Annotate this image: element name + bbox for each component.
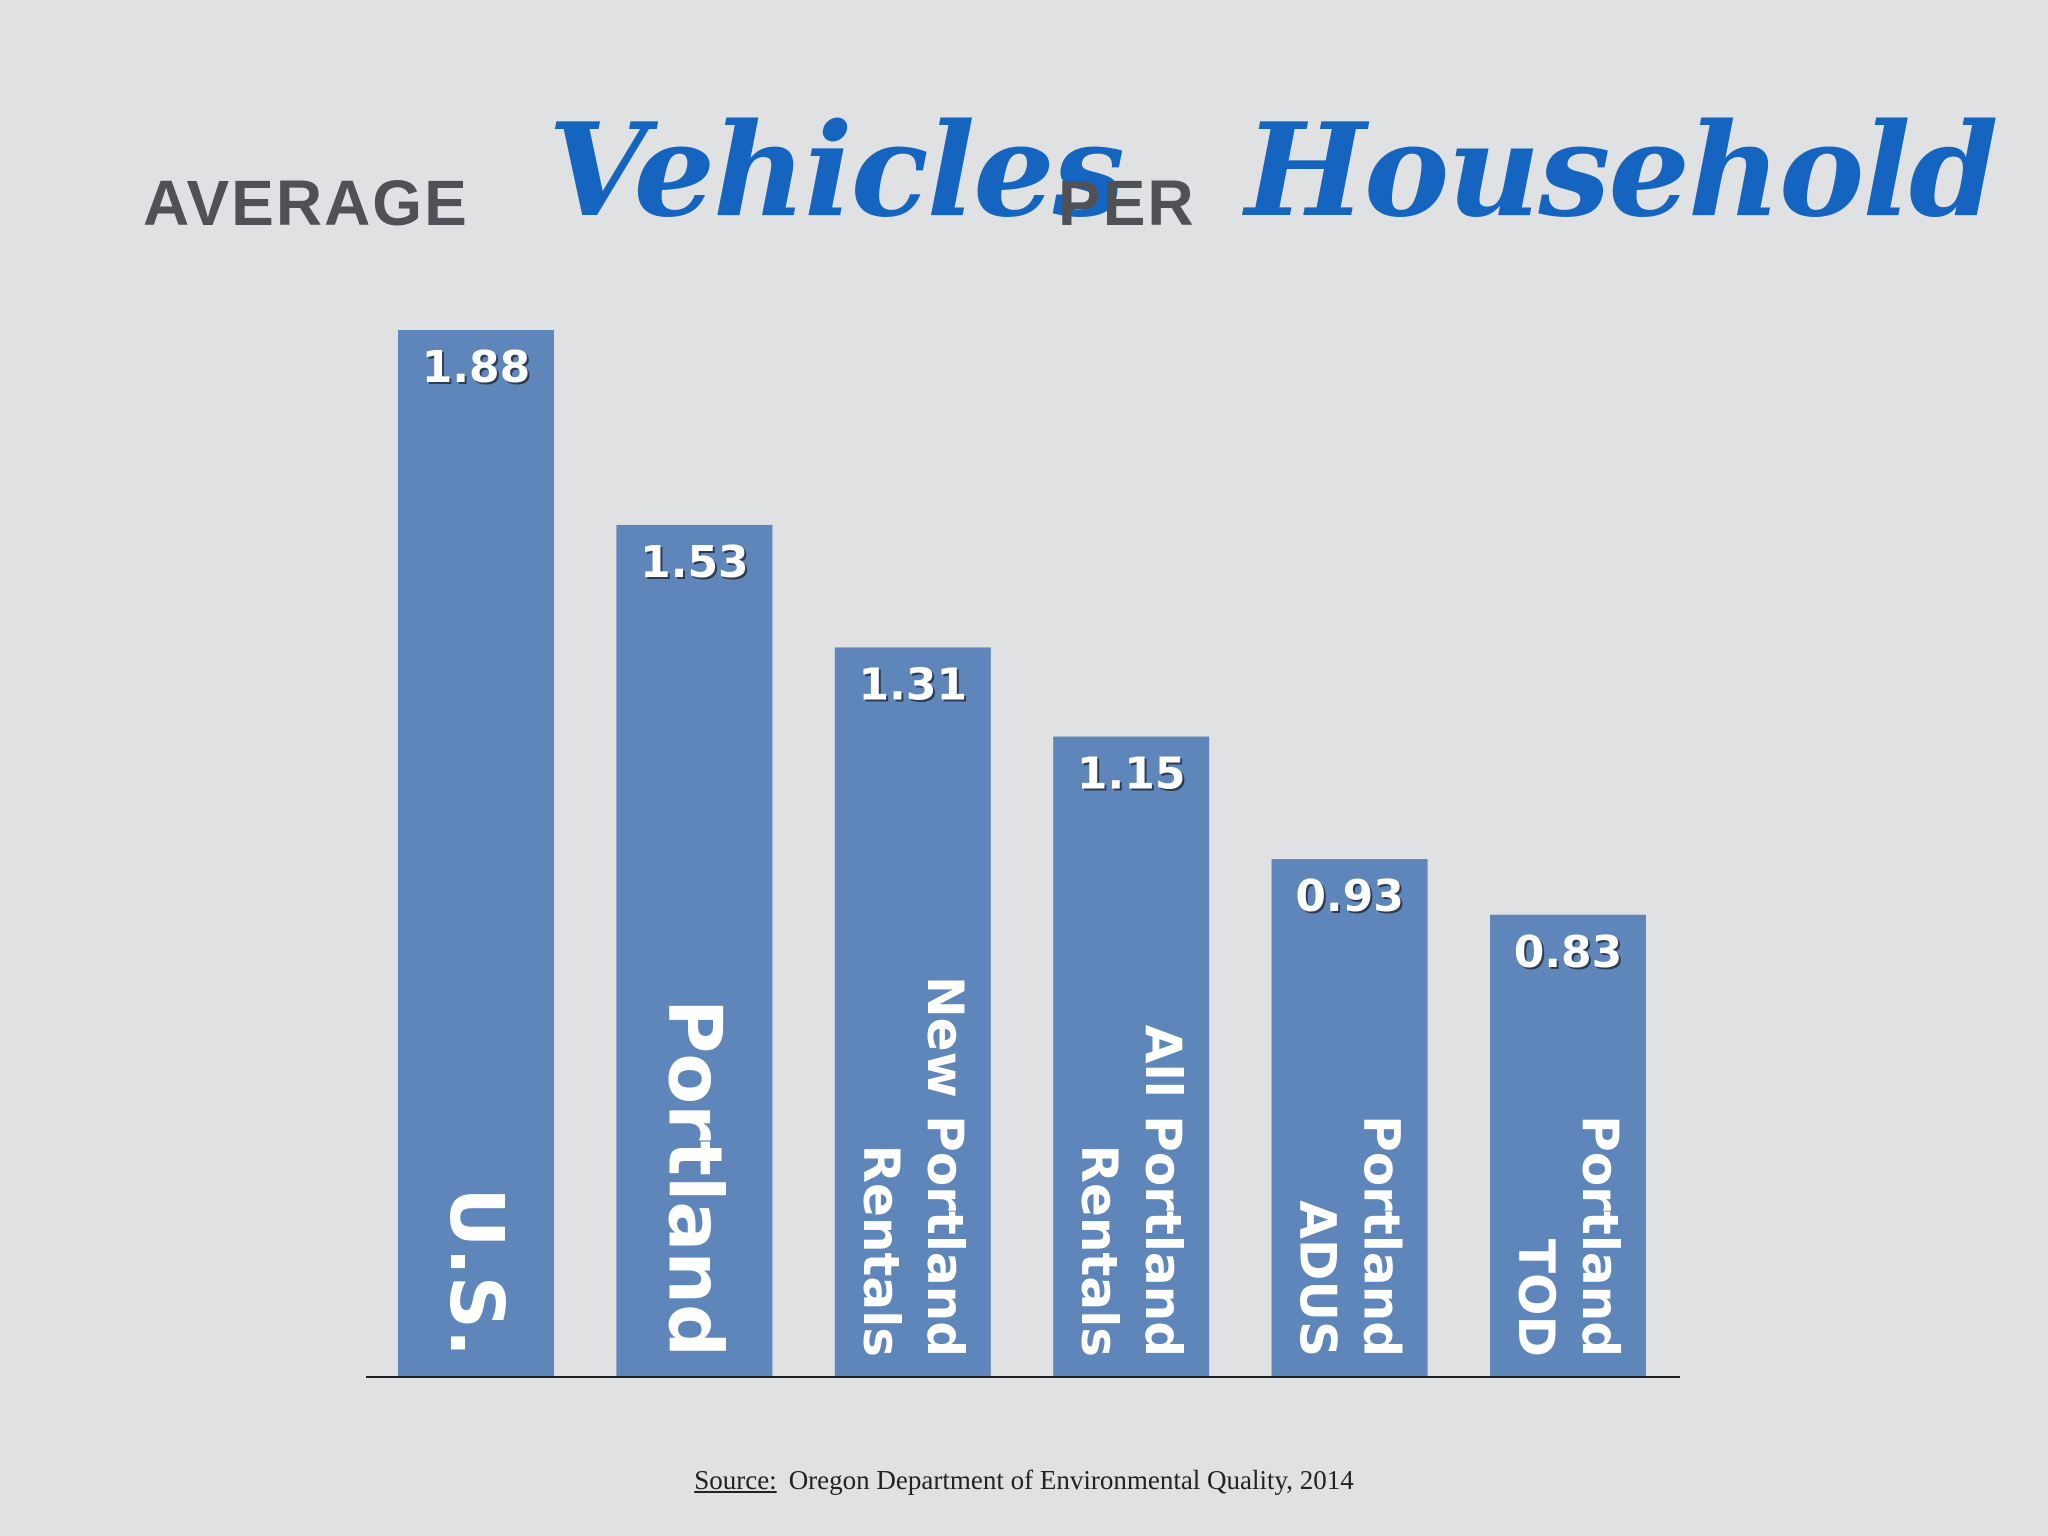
category-label: Portland (1353, 1115, 1411, 1357)
bar-value-label: 1.31 (859, 659, 968, 710)
source-text: Oregon Department of Environmental Quali… (788, 1465, 1354, 1495)
bar (1053, 736, 1210, 1377)
category-label: New Portland (916, 976, 974, 1357)
bar-value-label: 1.88 (422, 342, 531, 393)
title-word-average: AVERAGE (143, 167, 469, 239)
category-label: Rentals (1070, 1144, 1128, 1357)
bar-value-label-shadow: 1.88 (424, 344, 533, 395)
category-label: All Portland (1134, 1025, 1192, 1357)
category-label: Portland (1571, 1115, 1629, 1357)
title-word-household: Household (1245, 96, 1998, 246)
bar-value-label: 0.93 (1295, 871, 1404, 922)
category-label: Portland (651, 999, 737, 1357)
bar (398, 330, 554, 1377)
category-label: TOD (1507, 1239, 1565, 1357)
bar-value-label: 1.15 (1077, 749, 1186, 800)
title-word-per: PER (1058, 167, 1196, 239)
chart-title: AVERAGE Vehicles PER Household (0, 96, 2048, 266)
title-word-vehicles: Vehicles (548, 96, 1125, 246)
bar (1271, 859, 1428, 1377)
bar-value-label: 1.53 (640, 537, 749, 588)
bar (1490, 914, 1646, 1377)
bar-value-label-shadow: 1.15 (1079, 751, 1188, 802)
source-note: Source: Oregon Department of Environmenta… (0, 1465, 2048, 1496)
bar (834, 647, 991, 1377)
bar-value-label-shadow: 1.53 (642, 539, 751, 590)
category-label: Rentals (852, 1144, 910, 1357)
bar (616, 524, 773, 1377)
bar-value-label-shadow: 1.31 (861, 661, 970, 712)
bar-value-label-shadow: 0.93 (1297, 873, 1406, 924)
category-label: U.S. (433, 1187, 519, 1357)
bar-value-label-shadow: 0.83 (1516, 929, 1625, 980)
bars-group: 1.881.88U.S.1.531.53Portland1.311.31New … (398, 330, 1646, 1377)
category-label: ADUS (1289, 1200, 1347, 1357)
bar-value-label: 0.83 (1514, 927, 1623, 978)
source-label: Source: (694, 1465, 777, 1495)
